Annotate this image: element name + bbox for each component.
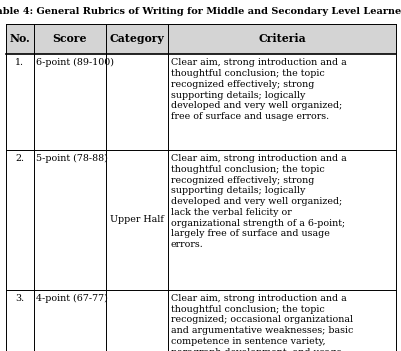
Text: 6-point (89-100): 6-point (89-100) bbox=[36, 58, 114, 67]
Text: Score: Score bbox=[53, 33, 87, 44]
Text: Clear aim, strong introduction and a
thoughtful conclusion; the topic
recognized: Clear aim, strong introduction and a tho… bbox=[170, 58, 345, 121]
Text: 3.: 3. bbox=[15, 294, 24, 303]
Text: 1.: 1. bbox=[15, 58, 24, 67]
Text: Table 4: General Rubrics of Writing for Middle and Secondary Level Learners: Table 4: General Rubrics of Writing for … bbox=[0, 7, 401, 16]
Text: Category: Category bbox=[109, 33, 164, 44]
Bar bbox=[6, 24, 395, 54]
Text: 5-point (78-88): 5-point (78-88) bbox=[36, 154, 108, 163]
Text: Criteria: Criteria bbox=[258, 33, 305, 44]
Text: Clear aim, strong introduction and a
thoughtful conclusion; the topic
recognized: Clear aim, strong introduction and a tho… bbox=[170, 154, 345, 249]
Bar bbox=[6, 290, 395, 351]
Bar bbox=[6, 54, 395, 150]
Text: 4-point (67-77): 4-point (67-77) bbox=[36, 294, 108, 303]
Text: Upper Half: Upper Half bbox=[110, 215, 164, 224]
Text: 2.: 2. bbox=[15, 154, 24, 163]
Text: No.: No. bbox=[9, 33, 30, 44]
Text: Clear aim, strong introduction and a
thoughtful conclusion; the topic
recognized: Clear aim, strong introduction and a tho… bbox=[170, 294, 352, 351]
Bar bbox=[6, 150, 395, 290]
